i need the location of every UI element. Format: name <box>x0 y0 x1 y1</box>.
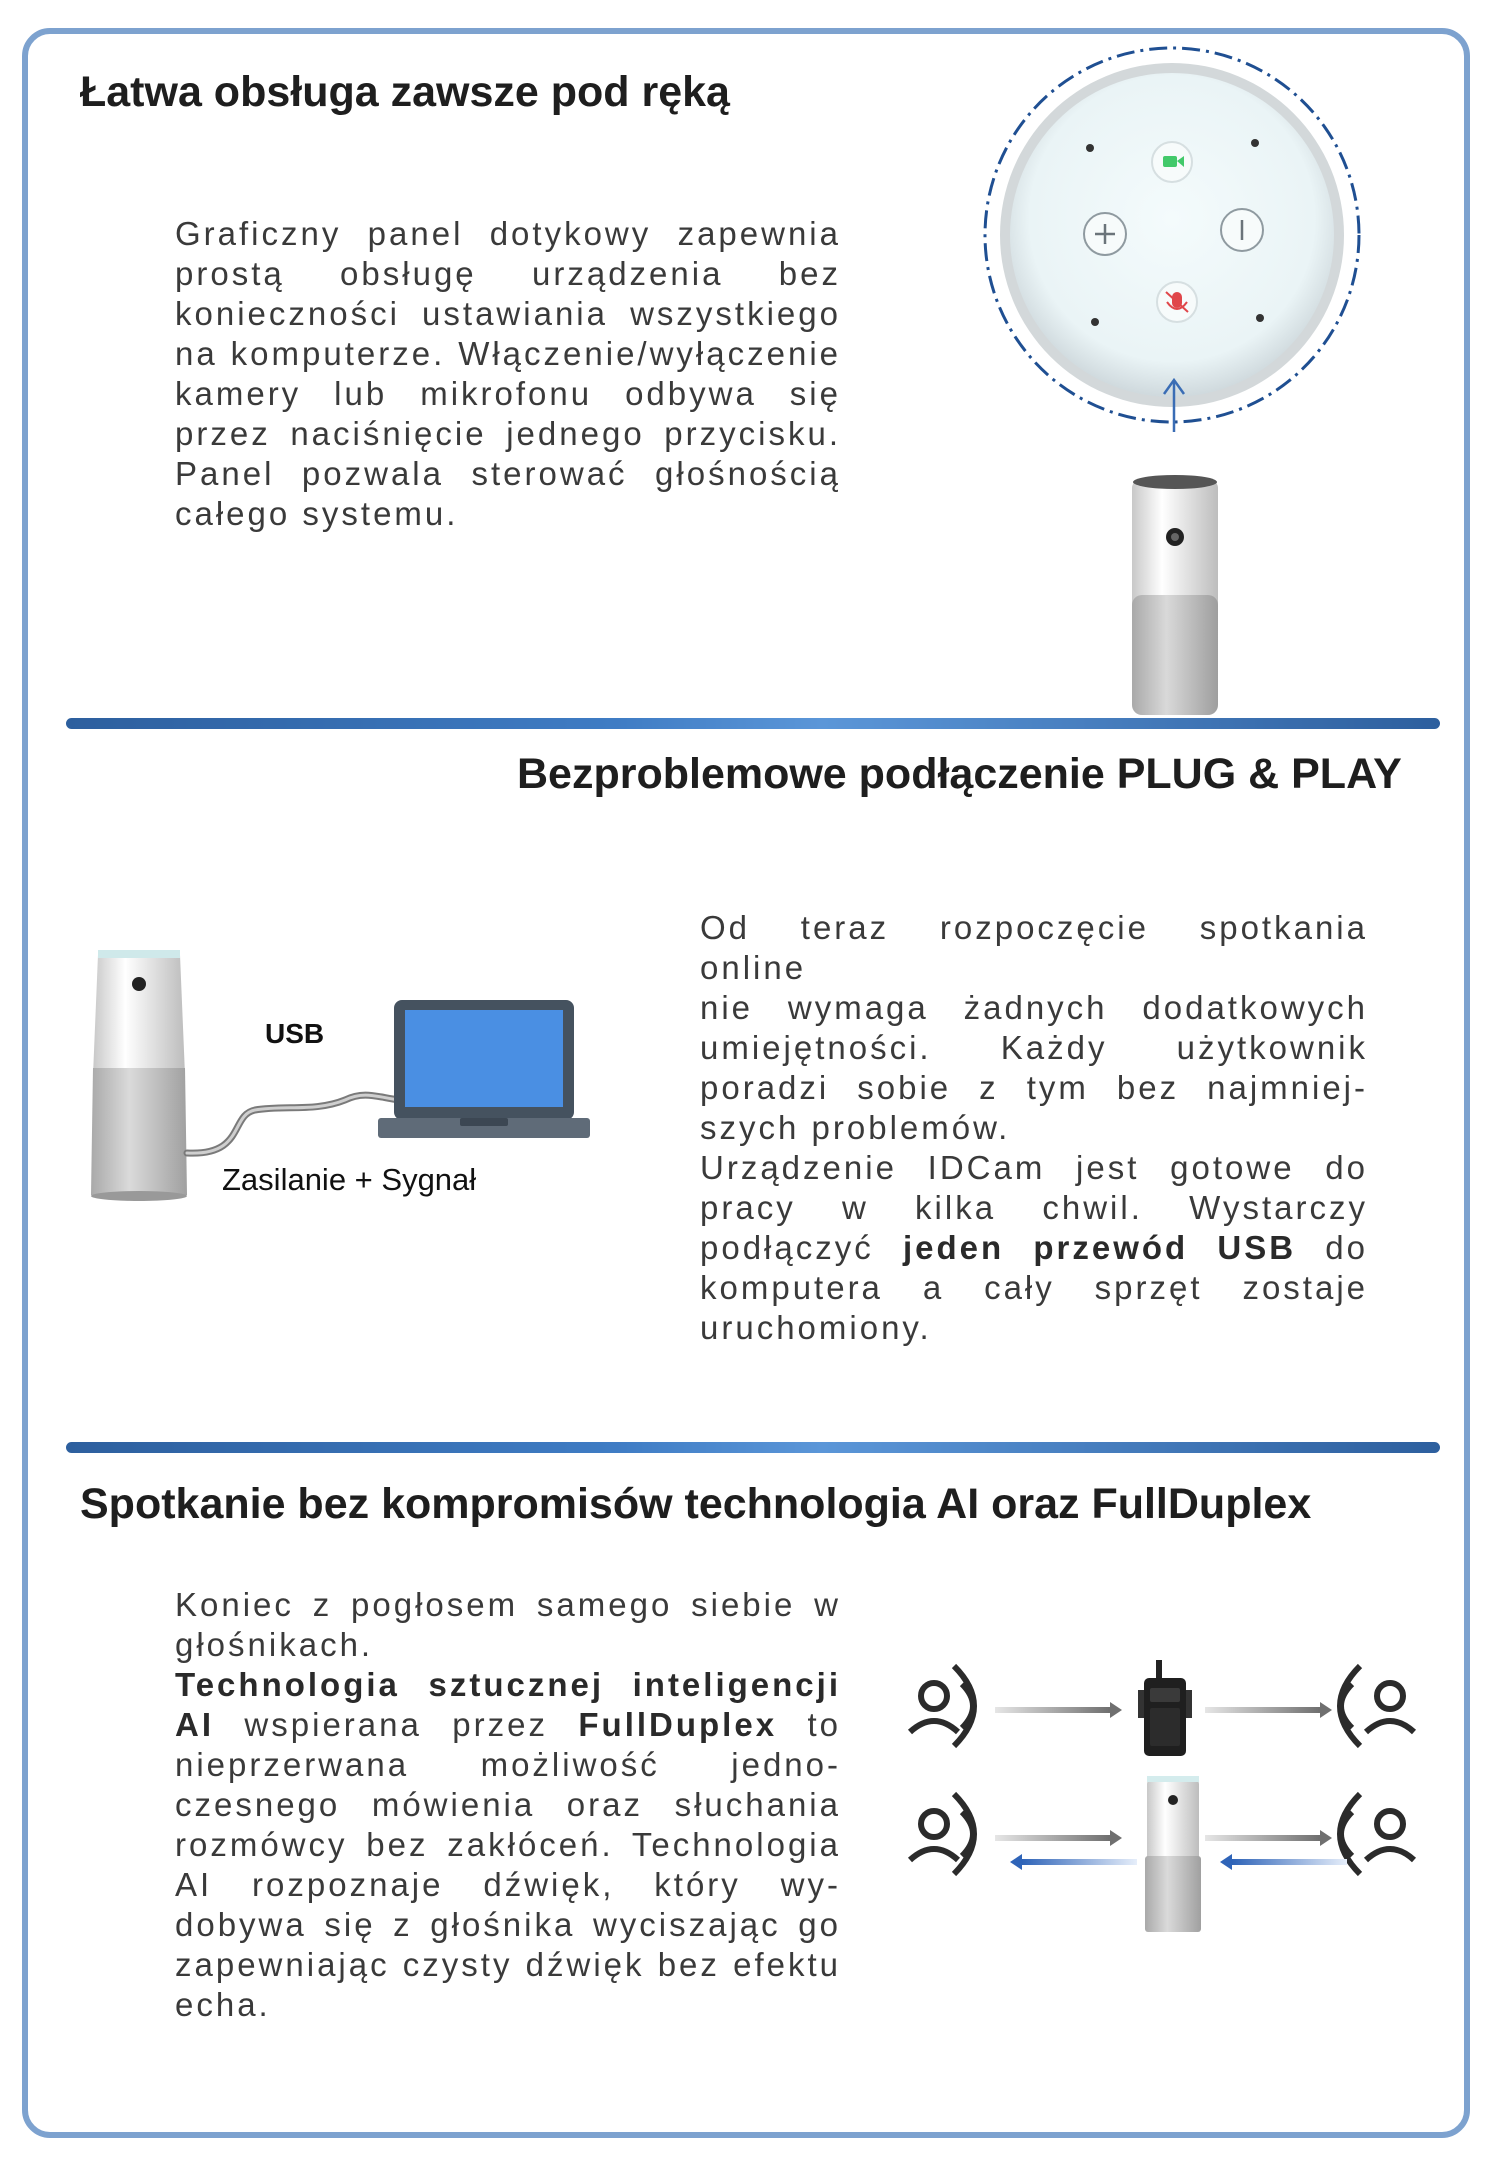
arrow-icon <box>1022 1859 1137 1865</box>
section2-title: Bezproblemowe podłączenie PLUG & PLAY <box>517 750 1402 798</box>
text-line: uruchomiony. <box>700 1309 932 1346</box>
arrow-icon <box>995 1707 1110 1713</box>
page-frame <box>22 28 1470 2138</box>
text-line: Od teraz rozpoczęcie spotkania online <box>700 909 1368 986</box>
text-span: to <box>807 1706 842 1743</box>
text-line: poradzi sobie z tym bez najmniej- <box>700 1069 1368 1106</box>
cable-label: Zasilanie + Sygnał <box>222 1162 476 1197</box>
arrow-icon <box>1205 1707 1320 1713</box>
arrow-icon <box>1205 1835 1320 1841</box>
text-line: głośnikach. <box>175 1626 374 1663</box>
text-line: prostą obsługę urządzenia bez <box>175 255 841 292</box>
usb-label: USB <box>265 1018 324 1049</box>
text-line: na komputerze. Włączenie/wyłączenie <box>175 335 841 372</box>
fullduplex-illustration <box>907 1660 1417 1932</box>
text-line: kamery lub mikrofonu odbywa się <box>175 375 841 412</box>
text-span: wspierana przez <box>244 1706 548 1743</box>
text-line: konieczności ustawiania wszystkiego <box>175 295 841 332</box>
text-line: echa. <box>175 1986 271 2023</box>
bold-text: AI <box>175 1706 214 1743</box>
text-line: dobywa się z głośnika wyciszając go <box>175 1906 841 1943</box>
text-line: nie wymaga żadnych dodatkowych <box>700 989 1368 1026</box>
text-line: nieprzerwana możliwość jedno- <box>175 1746 841 1783</box>
touch-panel-icon <box>983 46 1361 715</box>
text-line: komputera a cały sprzęt zostaje <box>700 1269 1368 1306</box>
section3-paragraph: Koniec z pogłosem samego siebie w głośni… <box>175 1585 841 2025</box>
bold-text: Technologia sztucznej inteligencji <box>175 1666 841 1703</box>
text-line: AI wspierana przez FullDuplex to <box>175 1705 841 1745</box>
section-divider <box>66 718 1440 729</box>
person-speaking-icon <box>907 1663 977 1749</box>
text-line: zapewniając czysty dźwięk bez efektu <box>175 1946 841 1983</box>
person-speaking-icon <box>1337 1791 1417 1877</box>
text-line: całego systemu. <box>175 495 459 532</box>
section-divider <box>66 1442 1440 1453</box>
section3-title: Spotkanie bez kompromisów technologia AI… <box>80 1480 1312 1528</box>
bold-text: jeden przewód USB <box>902 1229 1297 1266</box>
person-speaking-icon <box>907 1791 977 1877</box>
text-line: rozmówcy bez zakłóceń. Technologia <box>175 1826 841 1863</box>
arrow-icon <box>995 1835 1110 1841</box>
text-line: Technologia sztucznej inteligencji <box>175 1665 841 1705</box>
bold-text: FullDuplex <box>578 1706 778 1743</box>
text-span: do <box>1325 1229 1369 1266</box>
text-line: przez naciśnięcie jednego przycisku. <box>175 415 841 452</box>
section2-paragraph: Od teraz rozpoczęcie spotkania online ni… <box>700 908 1368 1348</box>
text-line: Graficzny panel dotykowy zapewnia <box>175 215 841 252</box>
walkie-talkie-icon <box>1138 1660 1192 1756</box>
section1-paragraph: Graficzny panel dotykowy zapewnia prostą… <box>175 214 841 534</box>
section1-title: Łatwa obsługa zawsze pod ręką <box>80 68 730 116</box>
text-line: Koniec z pogłosem samego siebie w <box>175 1586 841 1623</box>
text-span: podłączyć <box>700 1229 874 1266</box>
text-line: Panel pozwala sterować głośnością <box>175 455 841 492</box>
text-line: podłączyć jeden przewód USB do <box>700 1228 1368 1268</box>
laptop-icon <box>378 1000 590 1138</box>
text-line: pracy w kilka chwil. Wystarczy <box>700 1189 1368 1226</box>
text-line: AI rozpoznaje dźwięk, który wy- <box>175 1866 841 1903</box>
connection-illustration: USB Zasilanie + Sygnał <box>91 950 590 1201</box>
text-line: umiejętności. Każdy użytkownik <box>700 1029 1368 1066</box>
camera-device-icon <box>1145 1776 1201 1932</box>
text-line: czesnego mówienia oraz słuchania <box>175 1786 841 1823</box>
arrow-icon <box>1232 1859 1347 1865</box>
person-speaking-icon <box>1337 1663 1417 1749</box>
camera-device-icon <box>91 950 187 1201</box>
text-line: Urządzenie IDCam jest gotowe do <box>700 1149 1368 1186</box>
text-line: szych problemów. <box>700 1109 1011 1146</box>
